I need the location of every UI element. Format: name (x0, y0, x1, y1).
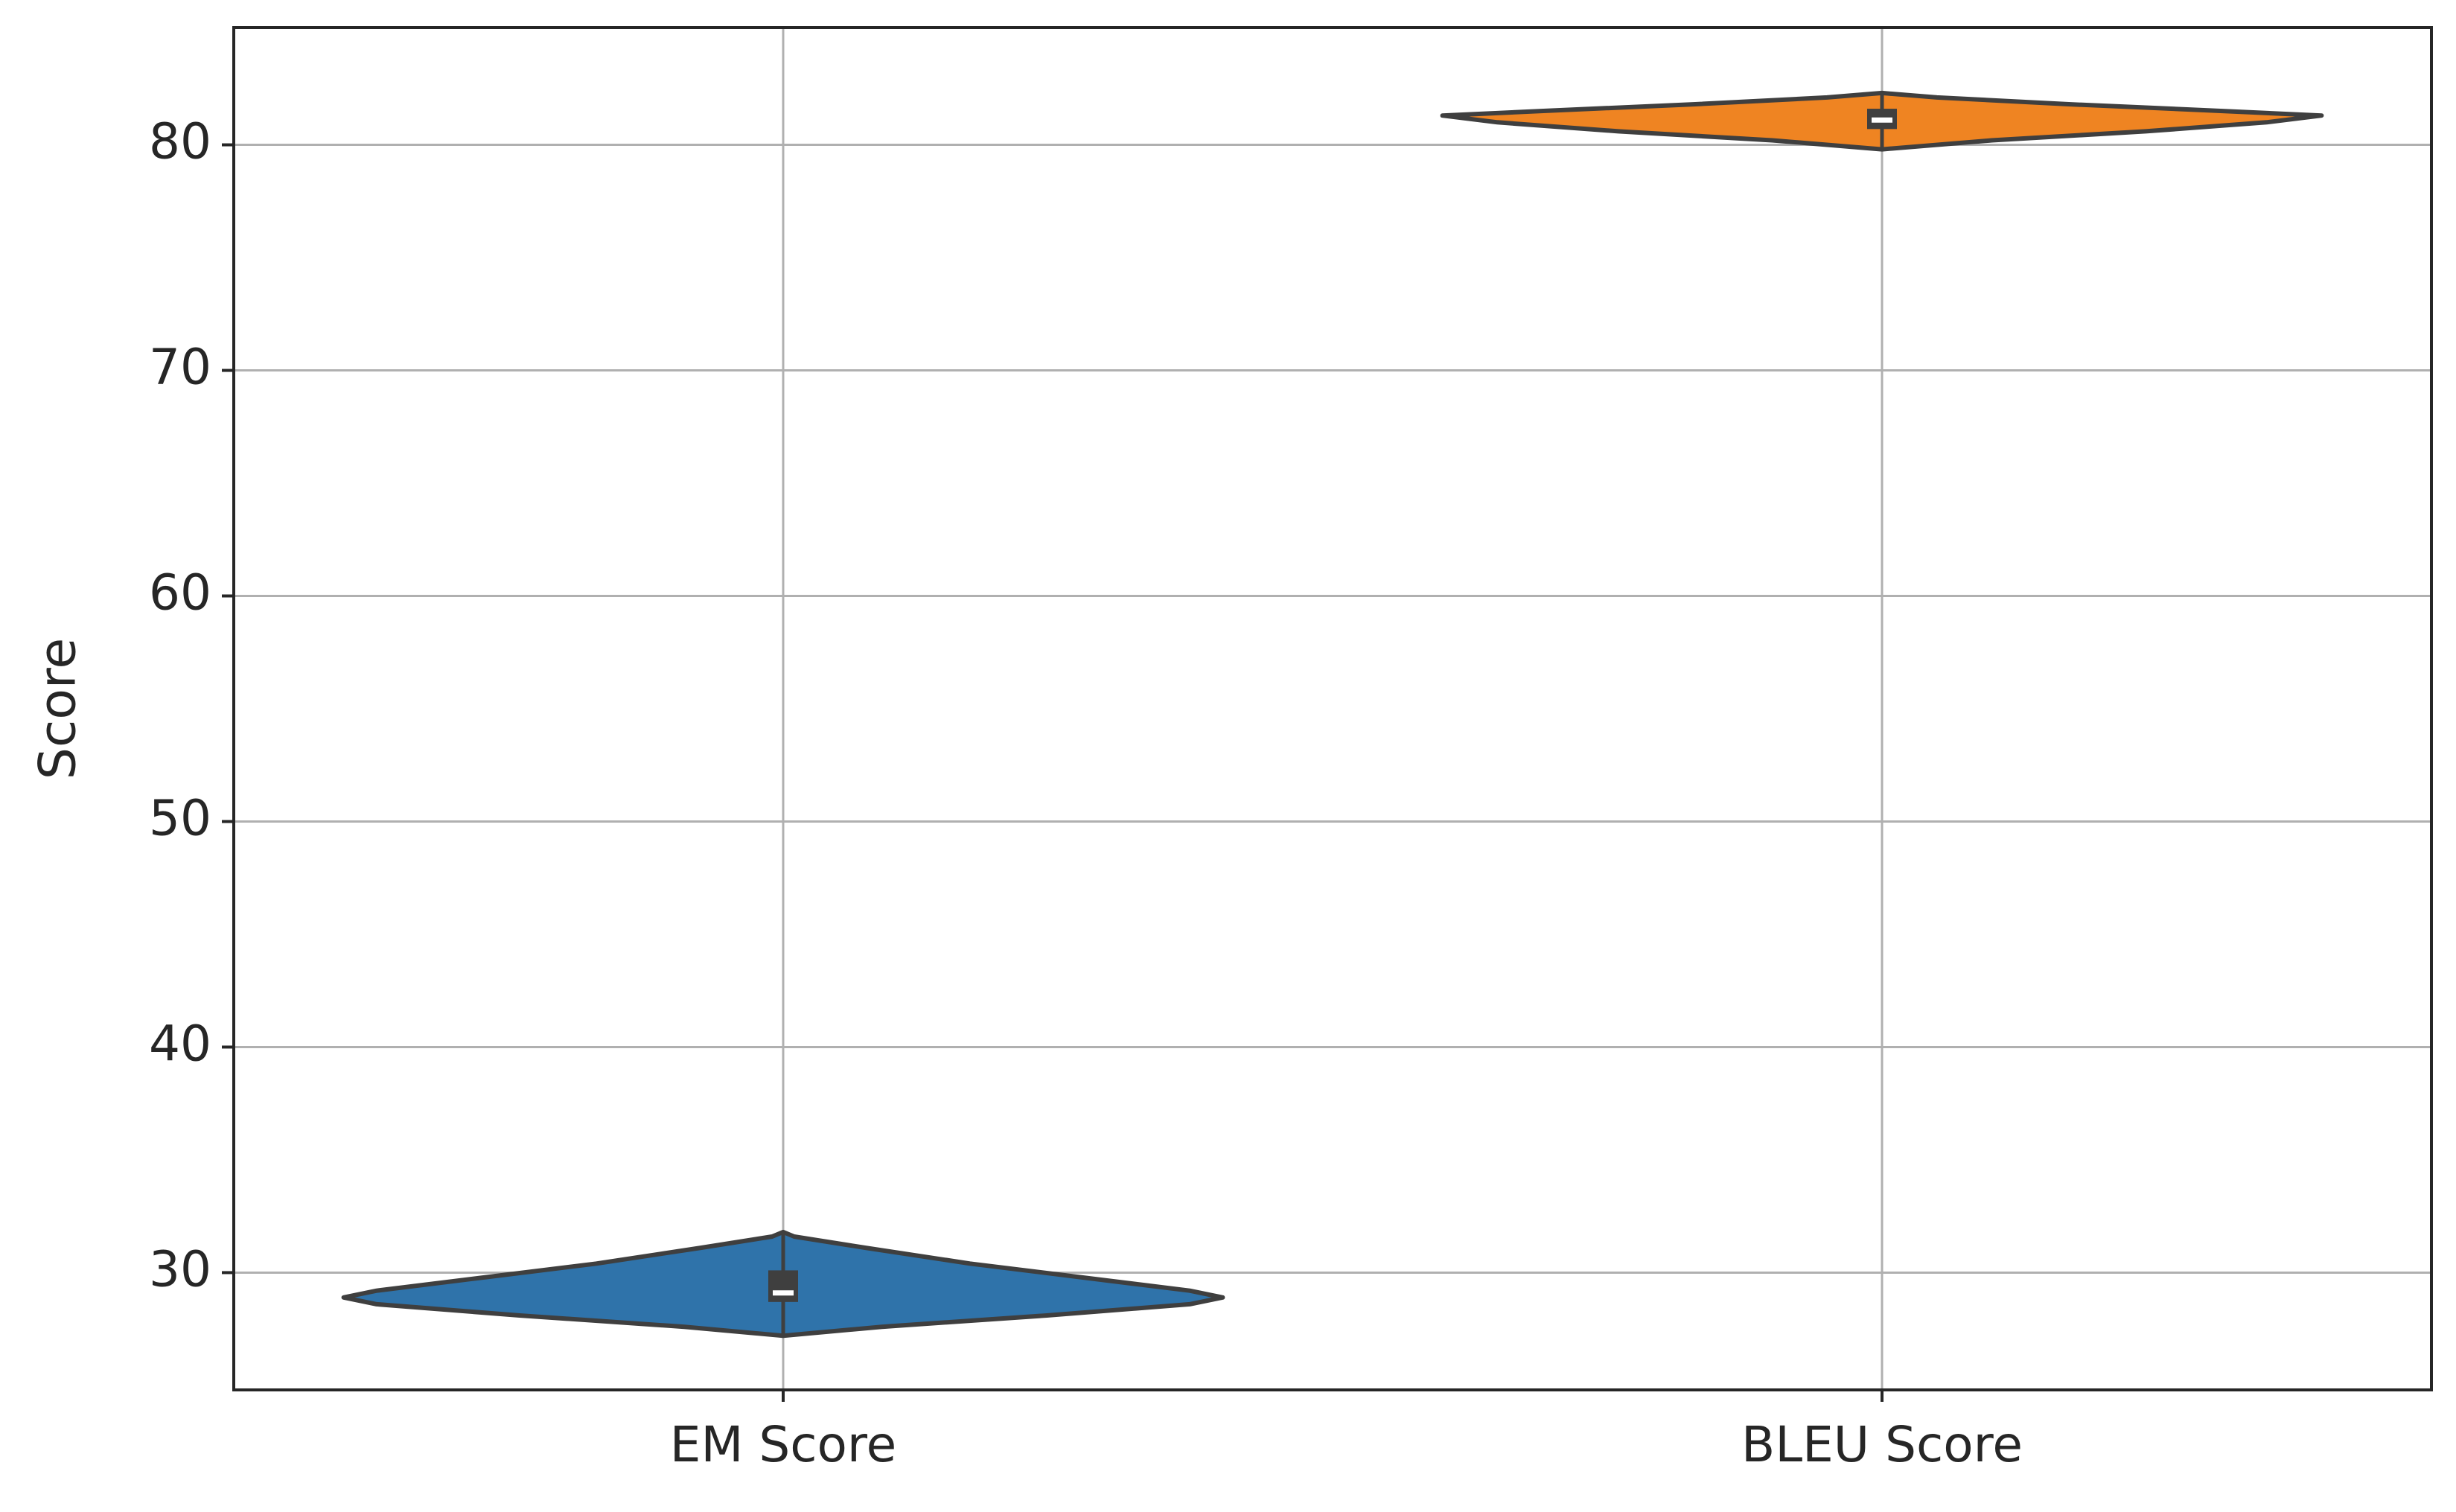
axis-ticks: 30 40 50 60 70 80 EM Score BLEU Score (149, 113, 2023, 1473)
y-tick-label: 40 (149, 1015, 211, 1073)
grid-lines (234, 28, 2431, 1390)
x-tick-label: BLEU Score (1741, 1416, 2023, 1473)
violin-iqr-box (768, 1270, 798, 1302)
y-tick-label: 60 (149, 564, 211, 622)
violins (341, 90, 2324, 1339)
y-tick-label: 70 (149, 339, 211, 396)
x-tick-label: EM Score (670, 1416, 896, 1473)
plot-frame (232, 26, 2433, 1391)
y-tick-label: 30 (149, 1241, 211, 1298)
y-tick-label: 80 (149, 113, 211, 170)
y-axis-label: Score (29, 638, 88, 779)
y-tick-label: 50 (149, 790, 211, 847)
